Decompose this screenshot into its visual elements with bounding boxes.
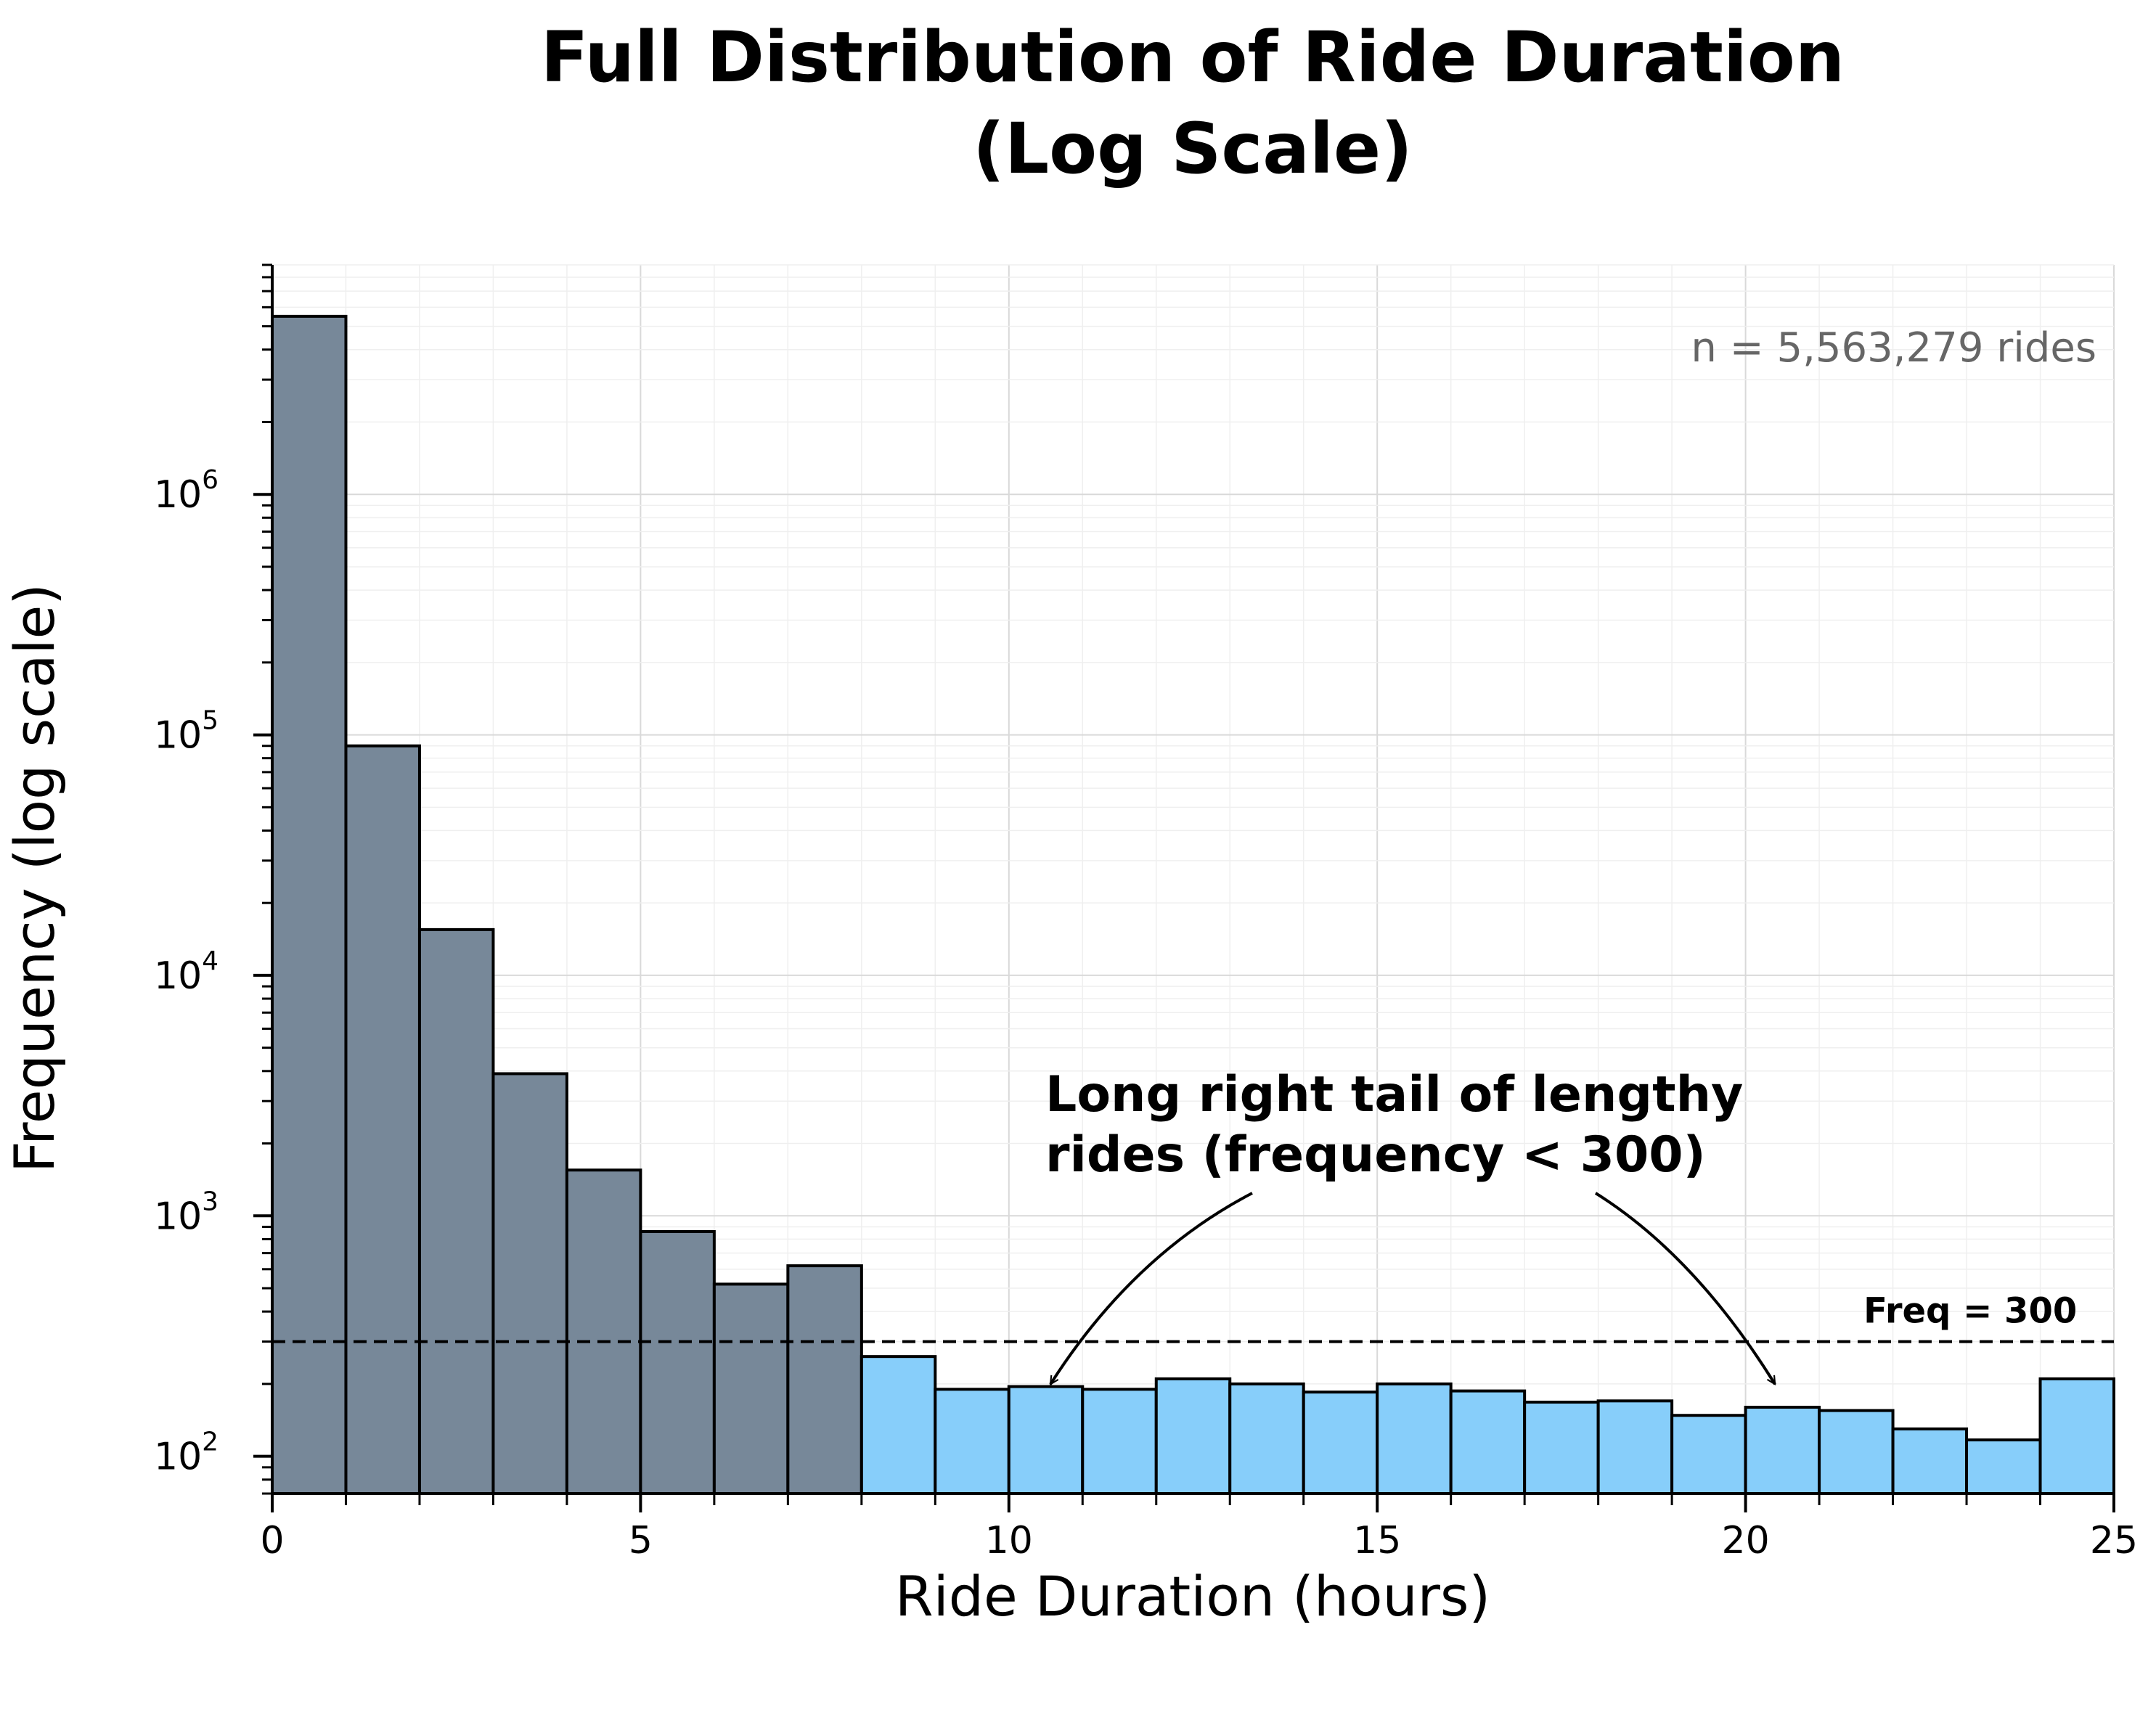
histogram-bar-22 — [1891, 1427, 1969, 1495]
histogram-bar-6 — [712, 1282, 790, 1495]
chart-title-line-1: Full Distribution of Ride Duration — [541, 17, 1845, 98]
histogram-bar-17 — [1523, 1401, 1600, 1495]
threshold-label: Freq = 300 — [1863, 1291, 2077, 1332]
histogram-bar-10 — [1007, 1385, 1085, 1495]
y-tick-base: 10 — [154, 473, 202, 517]
histogram-bar-12 — [1154, 1377, 1232, 1496]
y-tick-exponent: 6 — [202, 465, 219, 495]
x-tick-label: 10 — [985, 1519, 1033, 1563]
y-tick-base: 10 — [154, 714, 202, 758]
y-tick-exponent: 4 — [202, 946, 219, 976]
y-tick-label: 102 — [154, 1428, 219, 1479]
x-tick-label: 15 — [1353, 1519, 1401, 1563]
chart-title-line-2: (Log Scale) — [973, 108, 1413, 189]
x-tick-label: 25 — [2090, 1519, 2138, 1563]
histogram-bar-7 — [786, 1264, 863, 1496]
histogram-bar-20 — [1744, 1406, 1821, 1495]
y-tick-label: 103 — [154, 1187, 219, 1238]
y-tick-label: 105 — [154, 706, 219, 758]
annotation-arrow-left — [1049, 1192, 1253, 1384]
histogram-bar-14 — [1302, 1391, 1379, 1496]
histogram-bar-15 — [1376, 1382, 1453, 1495]
y-axis-label: Frequency (log scale) — [2, 583, 67, 1173]
histogram-bar-5 — [639, 1230, 716, 1495]
annotation-line-2: rides (frequency < 300) — [1045, 1126, 1706, 1184]
histogram-bar-18 — [1596, 1399, 1674, 1496]
x-axis-ticks: 0 5 10 15 20 25 — [260, 1494, 2138, 1563]
histogram-bar-0 — [271, 314, 348, 1495]
histogram-bar-23 — [1965, 1438, 2042, 1496]
y-tick-label: 104 — [154, 946, 219, 998]
x-tick-label: 5 — [629, 1519, 653, 1563]
histogram-bar-21 — [1818, 1409, 1895, 1495]
histogram-bar-9 — [934, 1388, 1010, 1496]
y-tick-base: 10 — [154, 1195, 202, 1238]
histogram-bars — [271, 314, 2116, 1496]
histogram-bar-4 — [565, 1168, 642, 1496]
sample-size-label: n = 5,563,279 rides — [1691, 324, 2096, 372]
histogram-bar-13 — [1228, 1382, 1305, 1495]
y-tick-base: 10 — [154, 1436, 202, 1479]
y-tick-base: 10 — [154, 954, 202, 998]
histogram-bar-24 — [2038, 1377, 2116, 1496]
tail-annotation: Long right tail of lengthy rides (freque… — [1045, 1066, 1776, 1384]
histogram-bar-8 — [859, 1355, 937, 1496]
histogram-bar-3 — [491, 1072, 568, 1495]
y-tick-exponent: 3 — [202, 1187, 219, 1216]
histogram-bar-11 — [1081, 1388, 1158, 1496]
x-tick-label: 0 — [260, 1519, 284, 1563]
grid-lines — [271, 264, 2115, 1494]
threshold-group: Freq = 300 — [272, 1291, 2114, 1343]
histogram-bar-1 — [344, 744, 421, 1495]
y-tick-exponent: 2 — [202, 1428, 219, 1457]
histogram-bar-2 — [417, 927, 495, 1495]
histogram-bar-19 — [1670, 1414, 1747, 1495]
histogram-bar-16 — [1449, 1389, 1527, 1496]
y-tick-label: 106 — [154, 465, 219, 517]
annotation-arrow-right — [1594, 1192, 1776, 1384]
x-tick-label: 20 — [1722, 1519, 1770, 1563]
y-tick-exponent: 5 — [202, 706, 219, 736]
annotation-line-1: Long right tail of lengthy — [1045, 1066, 1743, 1123]
x-axis-label: Ride Duration (hours) — [895, 1564, 1490, 1629]
